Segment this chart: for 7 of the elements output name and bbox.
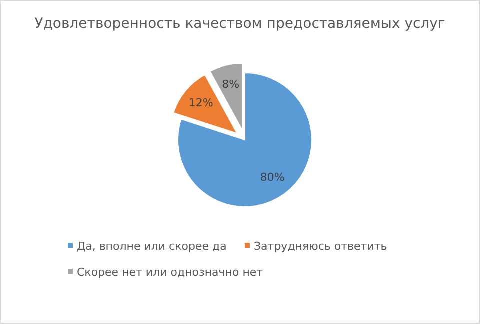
legend-label: Скорее нет или однозначно нет <box>77 266 264 280</box>
legend-label: Да, вполне или скорее да <box>77 240 227 254</box>
data-label: 80% <box>260 170 285 184</box>
data-label: 8% <box>222 78 240 91</box>
data-label: 12% <box>188 96 214 110</box>
legend-label: Затрудняюсь ответить <box>254 240 388 254</box>
chart-title: Удовлетворенность качеством предоставляемых услуг <box>34 16 446 32</box>
